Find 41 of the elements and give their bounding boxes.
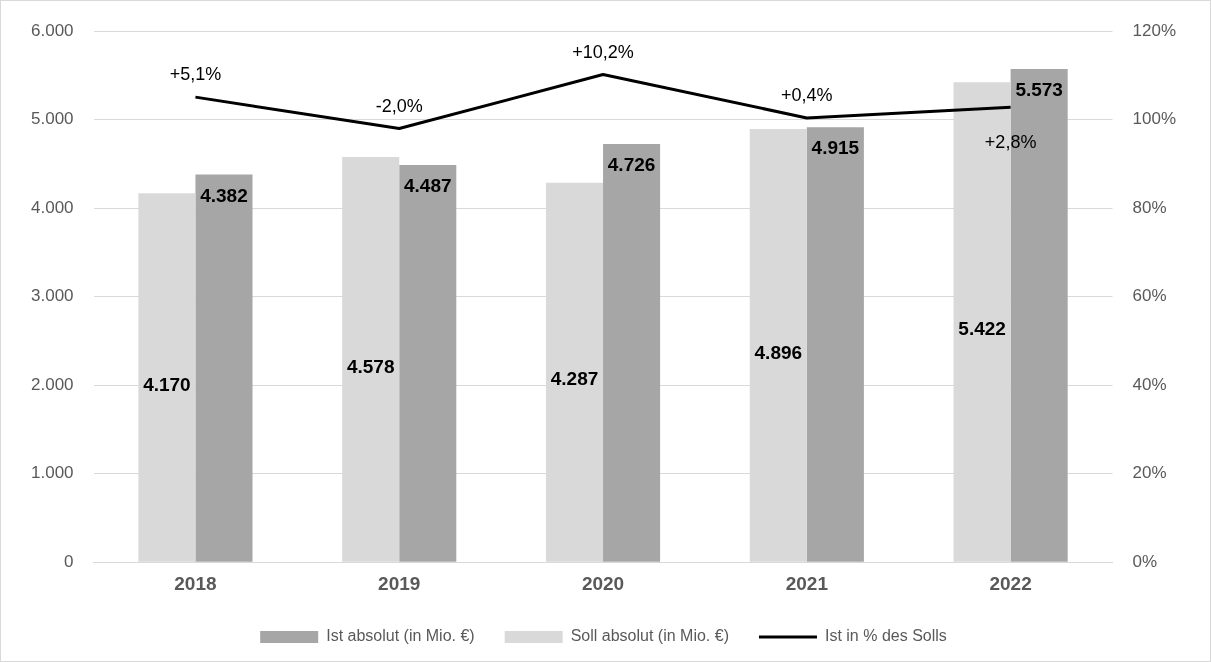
legend-label: Soll absolut (in Mio. €) xyxy=(570,627,729,645)
data-label: 4.896 xyxy=(754,341,803,363)
legend-label: Ist in % des Solls xyxy=(824,627,947,645)
annotation: +5,1% xyxy=(169,64,222,85)
bar xyxy=(806,127,864,562)
y-tick-label: 2.000 xyxy=(30,374,74,394)
y2-tick-label: 100% xyxy=(1132,109,1176,129)
data-label: 4.487 xyxy=(403,175,452,197)
bar xyxy=(399,165,457,562)
data-label: 4.170 xyxy=(143,373,191,395)
data-label: 5.573 xyxy=(1015,79,1063,101)
annotation: +2,8% xyxy=(984,132,1037,153)
data-label: 5.422 xyxy=(958,318,1006,340)
x-tick-label: 2019 xyxy=(378,572,421,594)
y-tick-label: 4.000 xyxy=(30,197,74,217)
bar xyxy=(603,143,661,562)
data-label: 4.726 xyxy=(607,154,656,176)
y2-tick-label: 20% xyxy=(1132,463,1167,483)
data-label: 4.915 xyxy=(811,137,860,159)
data-label: 4.578 xyxy=(346,355,395,377)
y-tick-label: 6.000 xyxy=(30,20,74,40)
y2-tick-label: 0% xyxy=(1132,551,1158,571)
annotation: -2,0% xyxy=(375,95,423,116)
y-tick-label: 3.000 xyxy=(30,286,74,306)
y-tick-label: 0 xyxy=(64,551,74,571)
y2-tick-label: 40% xyxy=(1132,374,1167,394)
x-tick-label: 2020 xyxy=(581,572,625,594)
x-tick-label: 2018 xyxy=(174,572,217,594)
annotation: +10,2% xyxy=(572,41,634,62)
y-tick-label: 1.000 xyxy=(30,463,74,483)
y2-tick-label: 120% xyxy=(1132,20,1176,40)
x-tick-label: 2022 xyxy=(989,572,1032,594)
annotation: +0,4% xyxy=(781,84,833,105)
y2-tick-label: 80% xyxy=(1132,197,1167,217)
y-tick-label: 5.000 xyxy=(30,109,74,129)
y2-tick-label: 60% xyxy=(1132,286,1167,306)
data-label: 4.287 xyxy=(550,368,599,390)
legend-label: Ist absolut (in Mio. €) xyxy=(326,627,475,645)
data-label: 4.382 xyxy=(200,184,248,206)
bar xyxy=(195,174,253,562)
x-tick-label: 2021 xyxy=(785,572,829,594)
